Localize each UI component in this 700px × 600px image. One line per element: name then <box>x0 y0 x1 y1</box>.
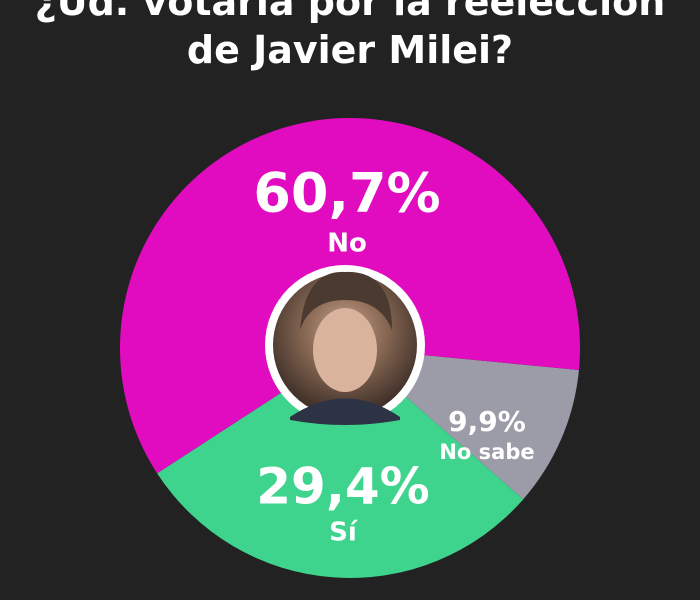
category-label: No <box>327 229 367 259</box>
chart-title: ¿Ud. votaría por la reelección de Javier… <box>34 0 666 72</box>
value-label: 9,9% <box>448 405 526 438</box>
category-label: Sí <box>329 518 359 548</box>
slice <box>157 348 524 578</box>
value-label: 60,7% <box>253 162 440 225</box>
category-label: No sabe <box>439 440 534 464</box>
portrait <box>265 265 425 425</box>
value-label: 29,4% <box>256 458 429 516</box>
